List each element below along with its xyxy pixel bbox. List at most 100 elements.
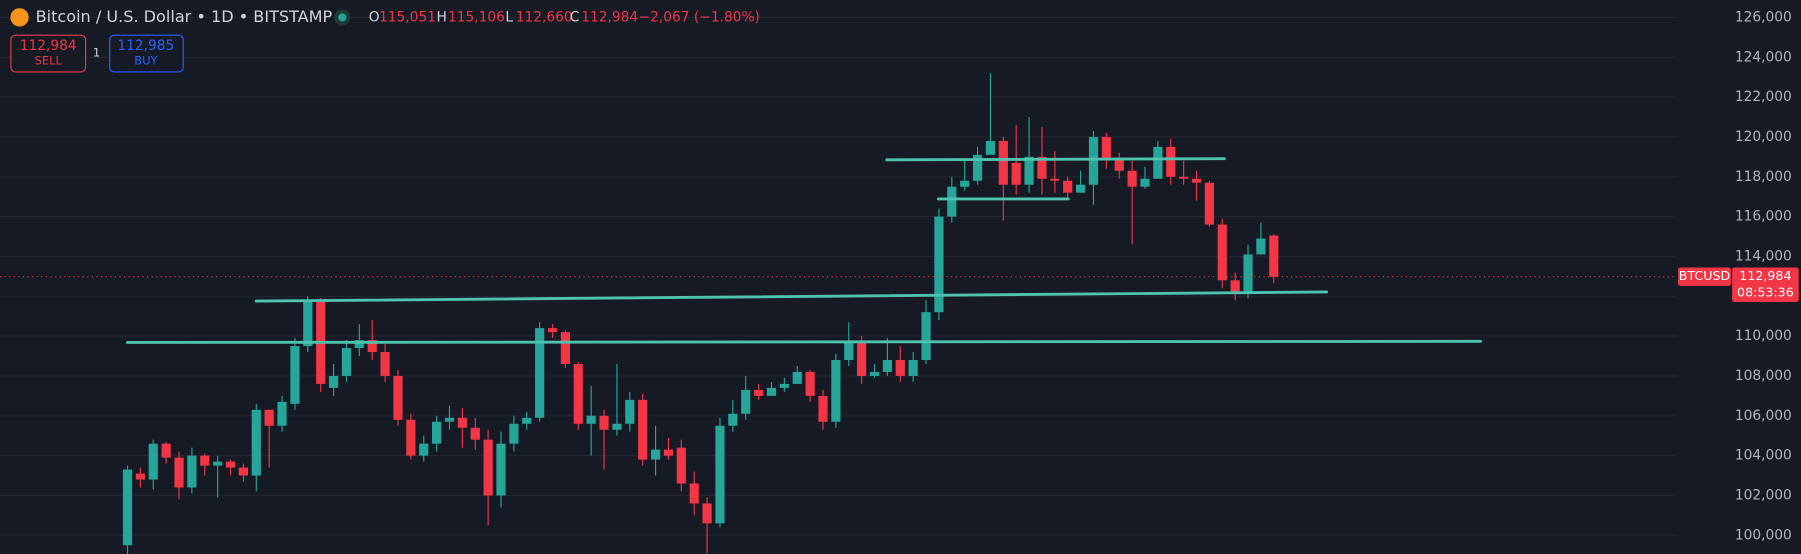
y-tick-label: 114,000 [1735,248,1792,264]
low-value: 112,660 [516,9,573,25]
candle-body [354,340,364,349]
y-tick-label: 120,000 [1735,129,1792,145]
candle-body [509,423,519,444]
candle-body [741,389,751,414]
buy-price: 112,985 [117,38,174,54]
candle-body [277,401,287,426]
symbol-title[interactable]: Bitcoin / U.S. Dollar • 1D • BITSTAMP [36,7,333,26]
candle-body [303,300,313,347]
candles [122,73,1279,554]
candle-body [921,312,931,361]
candle-body [612,423,622,430]
candle-body [818,395,828,422]
candle-body [985,140,996,155]
y-tick-label: 106,000 [1735,408,1792,424]
market-status-dot [338,13,347,22]
y-tick-label: 124,000 [1735,49,1792,65]
candle-body [122,469,133,546]
y-tick-label: 122,000 [1735,89,1792,105]
buy-label: BUY [134,54,158,68]
candle-body [1256,238,1266,255]
candle-body [998,140,1008,185]
close-value: 112,984 [581,9,638,25]
sell-button[interactable] [10,34,87,73]
candle-body [264,409,274,426]
candle-body [1166,146,1176,177]
candle-body [586,415,596,424]
trendlines [126,157,1482,344]
candle-body [1269,235,1279,277]
candle-body [1101,136,1111,159]
candle-body [135,473,145,480]
candle-body [728,413,738,426]
candle-body [844,342,854,361]
candle-body [1063,180,1073,193]
candle-body [380,352,390,376]
candle-body [161,443,171,458]
candle-body [1153,146,1163,179]
candle-body [535,328,545,418]
candle-body [1088,136,1099,185]
candle-body [225,461,236,468]
quantity[interactable]: 1 [93,46,100,60]
candle-body [1191,178,1202,183]
candle-body [444,417,455,422]
candle-body [1024,156,1034,185]
y-tick-label: 104,000 [1735,448,1792,464]
candle-body [663,449,674,456]
candle-body [676,447,686,484]
candle-body [869,371,880,376]
candle-body [251,409,261,476]
candle-body [432,421,442,444]
candle-body [496,443,506,496]
change: −2,067 (−1.80%) [639,9,760,25]
candle-body [702,503,712,524]
sell-price: 112,984 [20,38,77,54]
candle-body [625,399,635,424]
candle-body [187,455,197,488]
candle-body [908,360,918,376]
candle-body [522,417,532,424]
candle-body [638,399,648,460]
candle-body [779,383,789,388]
price-tag-value: 112,984 [1739,268,1791,283]
candle-body [290,346,300,404]
candle-body [857,342,867,376]
trendline [126,339,1482,344]
candle-body [547,328,558,333]
price-tag-countdown: 08:53:36 [1737,284,1794,299]
candle-body [805,371,815,396]
candle-body [960,180,970,187]
symbol-tag-label: BTCUSD [1679,268,1730,283]
candle-body [419,443,429,456]
symbol-tag [1678,267,1731,286]
candle-body [1179,176,1189,179]
candle-body [715,425,725,524]
price-tag [1732,267,1799,302]
candle-body [148,443,158,480]
candle-body [1050,178,1060,181]
candle-body [393,375,403,420]
open-value: 115,051 [379,9,436,25]
candle-body [1140,178,1150,187]
candle-body [213,461,223,466]
buy-button[interactable] [109,34,184,73]
high-value: 115,106 [448,9,505,25]
y-tick-label: 102,000 [1735,487,1792,503]
candle-body [792,371,802,384]
candle-body [1076,184,1086,193]
candle-body [200,455,210,466]
candle-body [328,375,339,388]
candle-body [650,449,661,460]
candle-body [972,154,983,181]
candle-body [1114,158,1124,171]
candle-body [238,467,249,476]
candle-body [947,186,957,217]
candle-body [1011,162,1021,185]
close-label: C [570,9,580,25]
y-tick-label: 100,000 [1735,527,1792,543]
symbol-icon [10,8,29,27]
